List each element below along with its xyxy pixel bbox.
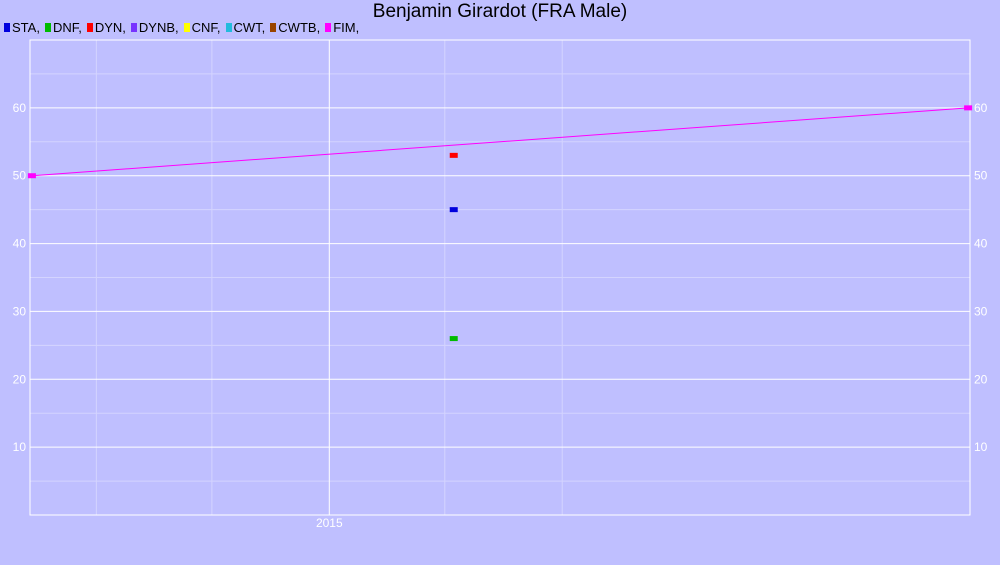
legend-item: FIM, <box>325 20 359 35</box>
legend-swatch <box>183 23 190 32</box>
legend-swatch <box>86 23 93 32</box>
data-point-sta <box>449 207 458 213</box>
legend-label: DYN, <box>94 20 126 35</box>
y-tick-label-left: 10 <box>13 440 27 454</box>
data-point-fim <box>964 105 973 111</box>
data-point-dyn <box>449 152 458 158</box>
legend-label: CWT, <box>233 20 266 35</box>
y-tick-label-left: 60 <box>13 101 27 115</box>
legend-label: STA, <box>12 20 40 35</box>
legend-item: STA, <box>4 20 40 35</box>
legend-swatch <box>4 23 10 32</box>
y-tick-label-right: 20 <box>974 372 988 386</box>
data-point-fim <box>27 173 36 179</box>
y-tick-label-right: 50 <box>974 169 988 183</box>
y-tick-label-left: 30 <box>13 304 27 318</box>
legend-label: CWTB, <box>278 20 321 35</box>
legend-item: DYNB, <box>130 20 179 35</box>
legend-item: DYN, <box>86 20 126 35</box>
y-tick-label-left: 50 <box>13 169 27 183</box>
legend-swatch <box>44 23 51 32</box>
x-tick-label: 2015 <box>316 516 343 530</box>
legend-label: FIM, <box>333 20 360 35</box>
legend: STA, DNF, DYN, DYNB, CNF, CWT, CWTB, FIM, <box>4 20 364 35</box>
chart-title: Benjamin Girardot (FRA Male) <box>372 1 628 22</box>
legend-item: CWT, <box>225 20 266 35</box>
legend-swatch <box>130 23 137 32</box>
legend-item: CWTB, <box>270 20 320 35</box>
y-tick-label-right: 40 <box>974 237 988 251</box>
y-tick-label-left: 40 <box>13 237 27 251</box>
y-tick-label-right: 60 <box>974 101 988 115</box>
legend-item: CNF, <box>183 20 221 35</box>
y-tick-label-right: 30 <box>974 304 988 318</box>
legend-label: DNF, <box>52 20 82 35</box>
legend-item: DNF, <box>44 20 82 35</box>
legend-label: DYNB, <box>138 20 179 35</box>
data-point-dnf <box>449 336 458 342</box>
legend-swatch <box>225 23 232 32</box>
y-tick-label-left: 20 <box>13 372 27 386</box>
y-tick-label-right: 10 <box>974 440 988 454</box>
legend-swatch <box>270 23 277 32</box>
plot-border <box>29 39 971 516</box>
legend-swatch <box>325 23 332 32</box>
legend-label: CNF, <box>191 20 221 35</box>
series-line-fim <box>31 107 969 177</box>
